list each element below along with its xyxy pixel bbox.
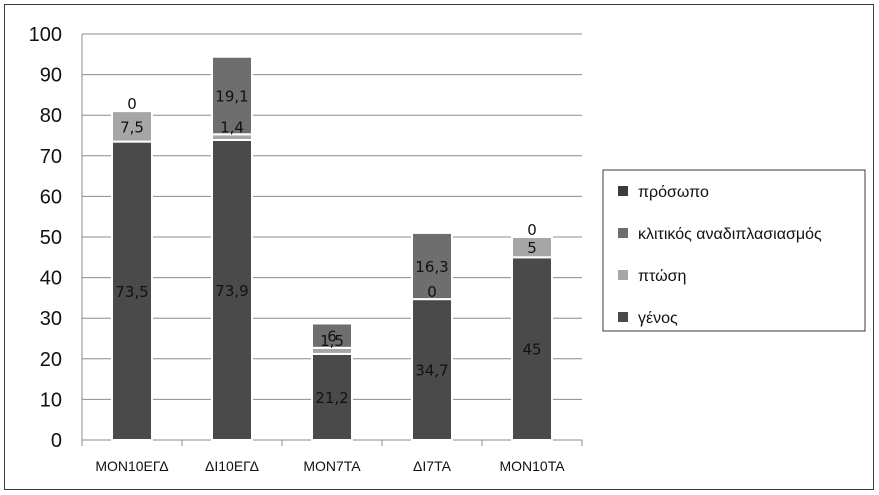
data-label-0-1: 73,9 xyxy=(215,282,248,300)
legend-box xyxy=(602,169,866,332)
legend-swatch-1 xyxy=(618,228,628,238)
legend-label-0: πρόσωπο xyxy=(638,184,709,201)
y-tick-label-0: 0 xyxy=(51,430,62,452)
data-label-1-4: 5 xyxy=(527,239,537,257)
bar-2-3 xyxy=(411,231,453,301)
y-tick-label-20: 20 xyxy=(40,349,62,371)
data-label-1-3: 0 xyxy=(427,283,437,301)
y-tick-label-100: 100 xyxy=(29,24,62,46)
data-label-0-4: 45 xyxy=(522,341,541,359)
x-tick-label-1: ΔΙ10ΕΓΔ xyxy=(205,458,259,474)
legend-swatch-2 xyxy=(618,270,628,280)
bar-0-4 xyxy=(511,256,553,441)
y-tick-label-80: 80 xyxy=(40,105,62,127)
y-tick-label-40: 40 xyxy=(40,268,62,290)
y-tick-label-30: 30 xyxy=(40,308,62,330)
bar-0-2 xyxy=(311,352,353,442)
data-label-0-0: 73,5 xyxy=(115,283,148,301)
bar-2-2 xyxy=(311,322,353,349)
y-tick-label-90: 90 xyxy=(40,65,62,87)
data-label-1-0: 7,5 xyxy=(120,118,144,136)
data-label-2-4: 0 xyxy=(527,221,537,239)
y-tick-label-10: 10 xyxy=(40,389,62,411)
legend: πρόσωπο κλιτικός αναδιπλασιασμός πτώση γένο… xyxy=(602,169,866,332)
data-label-2-2: 6 xyxy=(327,328,337,346)
x-tick-label-2: ΜΟΝ7ΤΑ xyxy=(303,458,361,474)
bar-2-1 xyxy=(211,55,253,136)
data-label-2-1: 19,1 xyxy=(215,88,248,106)
x-tick-label-0: ΜΟΝ10ΕΓΔ xyxy=(95,458,168,474)
data-label-0-3: 34,7 xyxy=(415,362,448,380)
data-label-1-2: 1,5 xyxy=(320,332,344,350)
x-tick-label-3: ΔΙ7ΤΑ xyxy=(413,458,452,474)
bar-1-0 xyxy=(111,110,153,143)
bar-0-0 xyxy=(111,140,153,441)
bar-1-4 xyxy=(511,236,553,259)
gridlines xyxy=(82,33,582,400)
legend-label-1: κλιτικός αναδιπλασιασμός xyxy=(638,226,822,243)
y-tick-label-50: 50 xyxy=(40,227,62,249)
legend-label-3: γένος xyxy=(638,310,678,327)
y-tick-label-60: 60 xyxy=(40,186,62,208)
legend-swatch-0 xyxy=(618,186,628,196)
data-label-0-2: 21,2 xyxy=(315,389,348,407)
y-tick-label-70: 70 xyxy=(40,146,62,168)
legend-label-2: πτώση xyxy=(638,268,686,285)
x-tick-label-4: ΜΟΝ10ΤΑ xyxy=(499,458,565,474)
data-label-1-1: 1,4 xyxy=(220,118,244,136)
data-label-2-3: 16,3 xyxy=(415,258,448,276)
legend-swatch-3 xyxy=(618,312,628,322)
bars xyxy=(111,55,553,442)
bar-0-3 xyxy=(411,298,453,442)
data-label-2-0: 0 xyxy=(127,95,137,113)
